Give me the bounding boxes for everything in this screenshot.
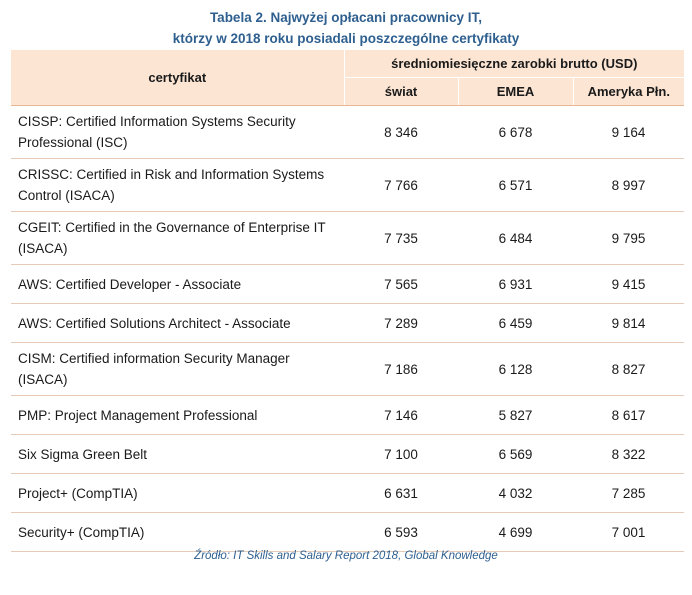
salary-world: 6 631 bbox=[344, 473, 458, 513]
salary-north-america: 9 164 bbox=[573, 105, 685, 159]
certificate-name: PMP: Project Management Professional bbox=[11, 395, 344, 435]
salary-emea: 6 931 bbox=[458, 264, 573, 304]
table-title-line-2: którzy w 2018 roku posiadali poszczególn… bbox=[172, 31, 520, 46]
salary-emea: 6 678 bbox=[458, 105, 573, 159]
table-row: AWS: Certified Solutions Architect - Ass… bbox=[11, 303, 685, 343]
salary-world: 7 186 bbox=[344, 342, 458, 396]
salary-world: 7 766 bbox=[344, 158, 458, 212]
salary-emea: 6 459 bbox=[458, 303, 573, 343]
salary-north-america: 8 322 bbox=[573, 434, 685, 474]
certificate-name: Six Sigma Green Belt bbox=[11, 434, 344, 474]
salary-emea: 6 571 bbox=[458, 158, 573, 212]
certificate-name: Security+ (CompTIA) bbox=[11, 512, 344, 552]
table-row: Project+ (CompTIA) 6 631 4 032 7 285 bbox=[11, 473, 685, 513]
salary-world: 6 593 bbox=[344, 512, 458, 552]
table-row: Security+ (CompTIA) 6 593 4 699 7 001 bbox=[11, 512, 685, 552]
certificate-name: AWS: Certified Solutions Architect - Ass… bbox=[11, 303, 344, 343]
salary-world: 8 346 bbox=[344, 105, 458, 159]
salary-north-america: 9 415 bbox=[573, 264, 685, 304]
table-row: CISSP: Certified Information Systems Sec… bbox=[11, 105, 685, 159]
salary-north-america: 8 617 bbox=[573, 395, 685, 435]
certificate-name: CISSP: Certified Information Systems Sec… bbox=[11, 105, 344, 159]
certificate-name: CISM: Certified information Security Man… bbox=[11, 342, 344, 396]
certificate-name: AWS: Certified Developer - Associate bbox=[11, 264, 344, 304]
salary-emea: 4 699 bbox=[458, 512, 573, 552]
salary-north-america: 7 001 bbox=[573, 512, 685, 552]
salary-world: 7 100 bbox=[344, 434, 458, 474]
certificate-name: Project+ (CompTIA) bbox=[11, 473, 344, 513]
salary-north-america: 9 814 bbox=[573, 303, 685, 343]
salary-emea: 6 484 bbox=[458, 211, 573, 265]
table-row: CISM: Certified information Security Man… bbox=[11, 342, 685, 396]
header-emea: EMEA bbox=[457, 77, 573, 107]
salary-north-america: 8 827 bbox=[573, 342, 685, 396]
header-salary-group: średniomiesięczne zarobki brutto (USD) bbox=[343, 50, 685, 78]
salary-north-america: 7 285 bbox=[573, 473, 685, 513]
table-title: Tabela 2. Najwyżej opłacani pracownicy I… bbox=[0, 7, 692, 49]
salary-north-america: 9 795 bbox=[573, 211, 685, 265]
certificate-name: CRISSC: Certified in Risk and Informatio… bbox=[11, 158, 344, 212]
table-row: PMP: Project Management Professional 7 1… bbox=[11, 395, 685, 435]
table-row: AWS: Certified Developer - Associate 7 5… bbox=[11, 264, 685, 304]
salary-world: 7 565 bbox=[344, 264, 458, 304]
header-certificate: certyfikat bbox=[11, 50, 344, 106]
source-note: Źródło: IT Skills and Salary Report 2018… bbox=[194, 550, 498, 562]
certificate-name: CGEIT: Certified in the Governance of En… bbox=[11, 211, 344, 265]
salary-emea: 4 032 bbox=[458, 473, 573, 513]
salary-north-america: 8 997 bbox=[573, 158, 685, 212]
table-row: CRISSC: Certified in Risk and Informatio… bbox=[11, 158, 685, 212]
salary-table: certyfikat średniomiesięczne zarobki bru… bbox=[11, 50, 685, 552]
header-north-america: Ameryka Płn. bbox=[572, 77, 685, 107]
salary-world: 7 146 bbox=[344, 395, 458, 435]
table-title-line-1: Tabela 2. Najwyżej opłacani pracownicy I… bbox=[209, 10, 483, 25]
salary-emea: 6 128 bbox=[458, 342, 573, 396]
table-row: Six Sigma Green Belt 7 100 6 569 8 322 bbox=[11, 434, 685, 474]
salary-emea: 5 827 bbox=[458, 395, 573, 435]
salary-world: 7 735 bbox=[344, 211, 458, 265]
salary-world: 7 289 bbox=[344, 303, 458, 343]
header-world: świat bbox=[343, 77, 458, 107]
table-row: CGEIT: Certified in the Governance of En… bbox=[11, 211, 685, 265]
salary-emea: 6 569 bbox=[458, 434, 573, 474]
